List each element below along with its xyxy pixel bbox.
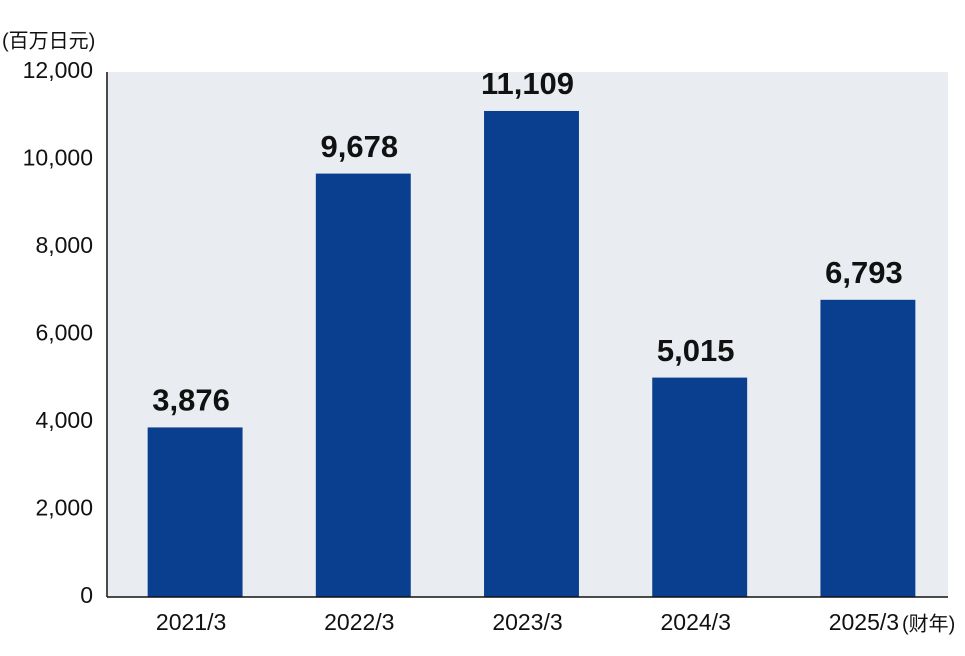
x-tick-label: 2024/3	[661, 609, 731, 635]
value-label: 11,109	[481, 66, 574, 101]
y-unit-label: (百万日元)	[2, 30, 95, 52]
value-label: 5,015	[657, 333, 735, 368]
x-tick-label: 2023/3	[492, 609, 562, 635]
bar	[315, 173, 411, 597]
x-tick-label: 2021/3	[156, 609, 226, 635]
value-label: 3,876	[152, 383, 230, 418]
y-tick-label: 8,000	[35, 232, 93, 258]
y-tick-label: 2,000	[35, 495, 93, 521]
bar	[652, 377, 748, 597]
y-tick-label: 12,000	[23, 57, 93, 83]
x-unit-label: (财年)	[902, 612, 955, 635]
y-tick-label: 10,000	[23, 145, 93, 171]
bar	[484, 110, 579, 597]
x-tick-label: 2022/3	[324, 609, 394, 635]
value-label: 9,678	[321, 129, 399, 164]
value-label: 6,793	[825, 255, 903, 290]
bar	[820, 299, 916, 597]
y-tick-label: 4,000	[35, 407, 93, 433]
bar	[147, 427, 243, 597]
y-tick-label: 6,000	[35, 320, 93, 346]
x-tick-label: 2025/3	[829, 609, 899, 635]
y-tick-label: 0	[80, 582, 93, 608]
